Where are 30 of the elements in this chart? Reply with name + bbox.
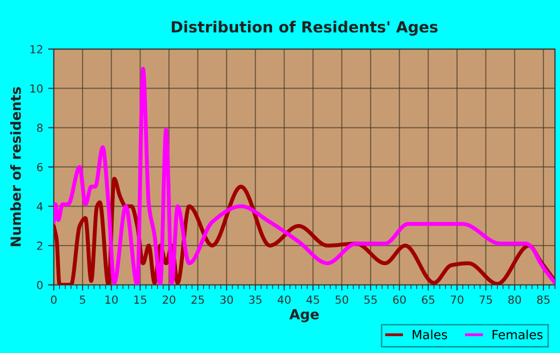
x-tick-label: 85 xyxy=(537,295,550,304)
x-tick-label: 25 xyxy=(192,295,204,304)
x-tick-label: 45 xyxy=(306,296,320,304)
y-tick-label: 6 xyxy=(37,162,43,172)
x-tick-label: 60 xyxy=(393,295,406,304)
y-tick-label: 0 xyxy=(37,280,43,290)
x-tick-label: 15 xyxy=(134,296,146,304)
x-tick-label: 0 xyxy=(50,295,57,304)
y-tick-label: 4 xyxy=(36,202,43,210)
legend-label: Males xyxy=(412,330,448,340)
x-tick-label: 30 xyxy=(220,295,233,304)
y-tick-label: 10 xyxy=(30,84,43,93)
y-tick-label: 8 xyxy=(37,124,43,132)
x-tick-label: 40 xyxy=(278,295,291,304)
legend-label: Females xyxy=(492,330,543,340)
x-tick-label: 65 xyxy=(422,295,434,304)
chart-title: Distribution of Residents' Ages xyxy=(172,20,438,36)
x-tick-label: 5 xyxy=(80,296,86,304)
x-tick-label: 70 xyxy=(450,295,464,304)
x-tick-label: 80 xyxy=(508,295,521,304)
y-tick-label: 12 xyxy=(30,45,42,54)
x-tick-label: 20 xyxy=(162,295,176,304)
y-axis-title: Number of residents xyxy=(10,87,21,246)
x-tick-label: 35 xyxy=(249,295,262,304)
x-tick-label: 55 xyxy=(364,296,377,304)
x-tick-label: 75 xyxy=(480,296,492,304)
y-tick-label: 2 xyxy=(37,242,42,250)
x-axis-title: Age xyxy=(289,309,319,322)
x-tick-label: 10 xyxy=(106,295,118,304)
x-tick-label: 50 xyxy=(336,295,348,304)
